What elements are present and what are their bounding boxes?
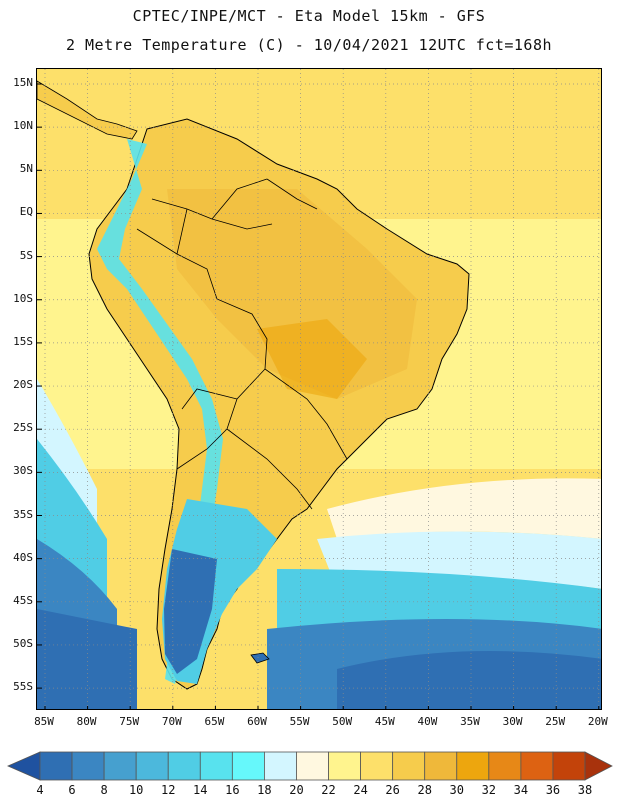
colorbar-label: 12 [161,783,176,797]
lat-label: EQ [19,205,33,219]
colorbar-label: 18 [257,783,272,797]
ocean-coldest-band [37,609,601,709]
colorbar-label: 22 [321,783,336,797]
colorbar-box [424,751,458,781]
colorbar-label: 20 [289,783,304,797]
ocean-pale-band [327,478,601,539]
colorbar-box [488,751,522,781]
colorbar-label: 34 [513,783,529,797]
colorbar-box [103,751,137,781]
lon-label: 25W [545,715,566,728]
lat-label: 50S [13,636,33,650]
map-canvas [37,69,601,709]
colorbar-label: 8 [100,783,108,797]
lat-label: 15N [13,76,33,89]
colorbar-box [552,751,586,781]
lat-label: 30S [13,464,33,478]
map-subtitle: 2 Metre Temperature (C) - 10/04/2021 12U… [65,36,553,54]
lat-label: 55S [13,680,33,694]
patagonia-cold [164,549,217,674]
temperature-colorbar [7,751,613,781]
tick-marks [37,83,600,709]
colorbar-label: 10 [128,783,144,797]
map-title: CPTEC/INPE/MCT - Eta Model 15km - GFS [132,7,486,25]
lon-label: 60W [247,715,267,728]
lat-label: 5N [19,162,33,176]
colorbar-box [456,751,490,781]
colorbar-label: 16 [225,783,240,797]
colorbar-label: 26 [385,783,400,797]
lon-label: 55W [289,715,310,728]
colorbar-label: 14 [193,783,208,797]
lon-label: 50W [332,715,353,728]
lon-label: 70W [161,715,182,728]
lon-label: 85W [34,715,54,728]
colorbar-box [135,751,169,781]
lat-label: 5S [19,248,33,262]
colorbar-box [199,751,233,781]
colorbar-arrow-high [584,751,613,781]
lat-label: 10S [13,291,33,305]
colorbar-box [296,751,329,781]
lon-label: 75W [119,715,140,728]
colorbar-box [39,751,73,781]
colorbar-box [71,751,105,781]
lat-label: 25S [13,421,33,435]
country-borders [136,178,348,510]
colorbar-label: 38 [577,783,593,797]
colorbar-box [264,751,297,781]
lon-label: 35W [460,715,480,728]
colorbar-arrow-low [7,751,41,781]
colorbar-box [520,751,554,781]
colorbar-label: 4 [36,783,44,797]
colorbar-label: 32 [481,783,497,797]
colorbar-box [392,751,426,781]
colorbar-label: 28 [417,783,432,797]
lon-label: 80W [76,715,97,728]
lat-label: 35S [13,507,33,521]
colorbar-box [167,751,201,781]
lon-label: 40W [417,715,438,728]
lon-label: 20W [587,715,608,728]
lat-label: 40S [13,550,33,564]
colorbar-box [328,751,361,781]
lon-label: 45W [374,715,395,728]
lat-label: 20S [13,378,33,392]
lat-label: 10N [13,119,33,133]
lat-label: 45S [13,593,33,607]
lat-label: 15S [13,334,33,348]
central-brazil-hot [257,319,367,399]
andes-cold-strip [97,139,223,684]
ocean-cold-band [37,439,601,709]
colorbar-box [360,751,394,781]
colorbar-label: 36 [545,783,561,797]
colorbar-box [231,751,265,781]
central-america-land [37,80,138,140]
falkland-islands [250,652,270,664]
lon-label: 65W [204,715,225,728]
ocean-cool-band [37,379,601,709]
lon-label: 30W [502,715,523,728]
colorbar-label: 24 [353,783,368,797]
temperature-map [36,68,602,710]
colorbar-label: 6 [68,783,76,797]
colorbar-label: 30 [449,783,464,797]
